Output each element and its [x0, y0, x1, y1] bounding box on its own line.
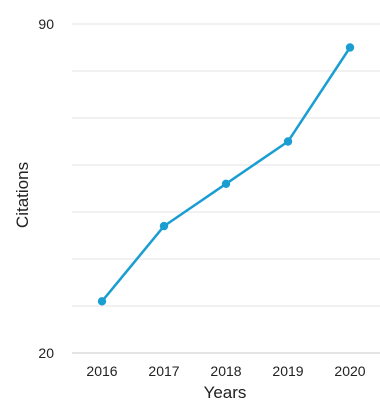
data-point [97, 297, 107, 306]
data-point [283, 137, 293, 146]
series-line [100, 46, 352, 303]
x-tick-label: 2017 [148, 363, 179, 379]
grid-lines [72, 23, 380, 307]
y-tick-label: 90 [38, 16, 54, 32]
x-axis-title: Years [204, 383, 247, 402]
data-point [221, 179, 231, 188]
series-layer [97, 43, 355, 306]
data-point [345, 43, 355, 52]
tick-labels: 20 90 2016 2017 2018 2019 2020 [38, 16, 365, 379]
x-tick-label: 2016 [86, 363, 117, 379]
y-tick-label: 20 [38, 345, 54, 361]
x-tick-label: 2020 [334, 363, 365, 379]
x-tick-label: 2019 [272, 363, 303, 379]
y-axis-title: Citations [13, 162, 32, 228]
data-point [159, 221, 169, 231]
x-tick-label: 2018 [210, 363, 241, 379]
